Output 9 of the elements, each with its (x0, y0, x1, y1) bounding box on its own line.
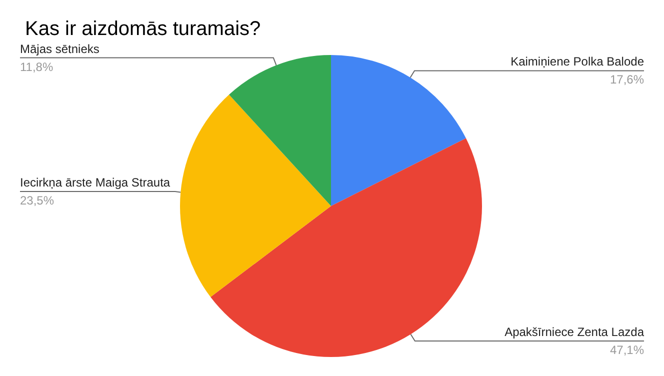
data-label: 11,8% (20, 60, 54, 74)
slice-label: Mājas sētnieks (20, 42, 100, 56)
slice-label: Apakšīrniece Zenta Lazda (504, 325, 644, 340)
data-label: 47,1% (610, 343, 644, 358)
data-label: 23,5% (20, 194, 54, 208)
data-label: 17,6% (610, 72, 644, 87)
slice-label: Iecirkņa ārste Maiga Strauta (20, 176, 170, 190)
slice-label: Kaimiņiene Polka Balode (510, 54, 644, 69)
chart-title: Kas ir aizdomās turamais? (25, 18, 261, 40)
